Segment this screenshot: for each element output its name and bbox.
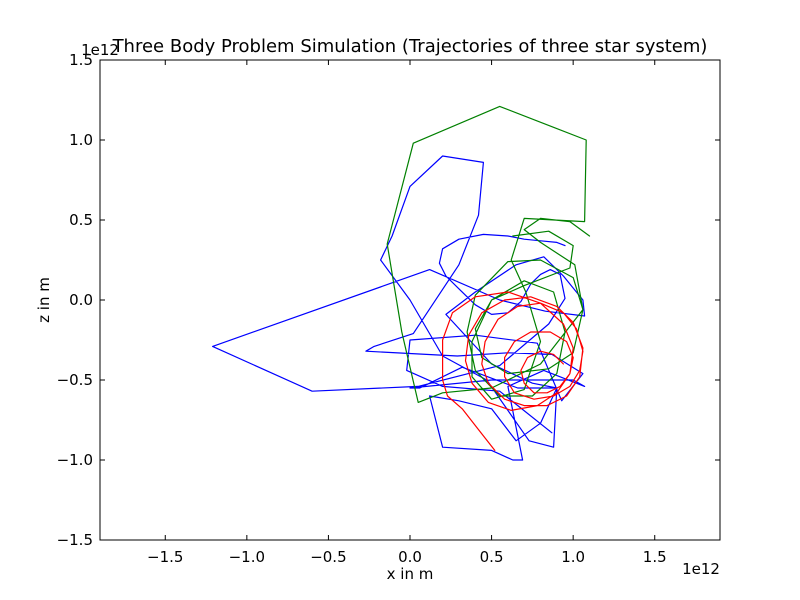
x-tick-label: −0.5 bbox=[310, 548, 346, 566]
x-tick-label: 1.5 bbox=[643, 548, 667, 566]
trajectory-series-3 bbox=[442, 291, 584, 451]
y-tick-label: 0.5 bbox=[69, 211, 93, 229]
x-offset-text: 1e12 bbox=[682, 560, 720, 578]
ticks-layer: −1.5 −1.0 −0.5 0.0 0.5 1.0 1.5 −1.5 −1.0 −0.5 0.0 0… bbox=[57, 51, 720, 566]
series-layer bbox=[212, 105, 591, 461]
y-tick-label: −1.0 bbox=[57, 451, 93, 469]
y-axis-label: z in m bbox=[35, 277, 53, 323]
x-tick-label: −1.0 bbox=[229, 548, 265, 566]
y-tick-label: −1.5 bbox=[57, 531, 93, 549]
chart-title: Three Body Problem Simulation (Trajector… bbox=[112, 36, 708, 57]
x-tick-label: 0.0 bbox=[398, 548, 422, 566]
y-tick-label: 1.5 bbox=[69, 51, 93, 69]
y-tick-label: 0.0 bbox=[69, 291, 93, 309]
trajectory-series-2 bbox=[386, 105, 591, 403]
x-tick-label: −1.5 bbox=[147, 548, 183, 566]
x-tick-label: 0.5 bbox=[480, 548, 504, 566]
y-offset-text: 1e12 bbox=[81, 41, 119, 59]
trajectory-series-1 bbox=[212, 155, 586, 461]
y-tick-label: 1.0 bbox=[69, 131, 93, 149]
y-tick-label: −0.5 bbox=[57, 371, 93, 389]
x-tick-label: 1.0 bbox=[561, 548, 585, 566]
x-axis-label: x in m bbox=[387, 565, 434, 583]
